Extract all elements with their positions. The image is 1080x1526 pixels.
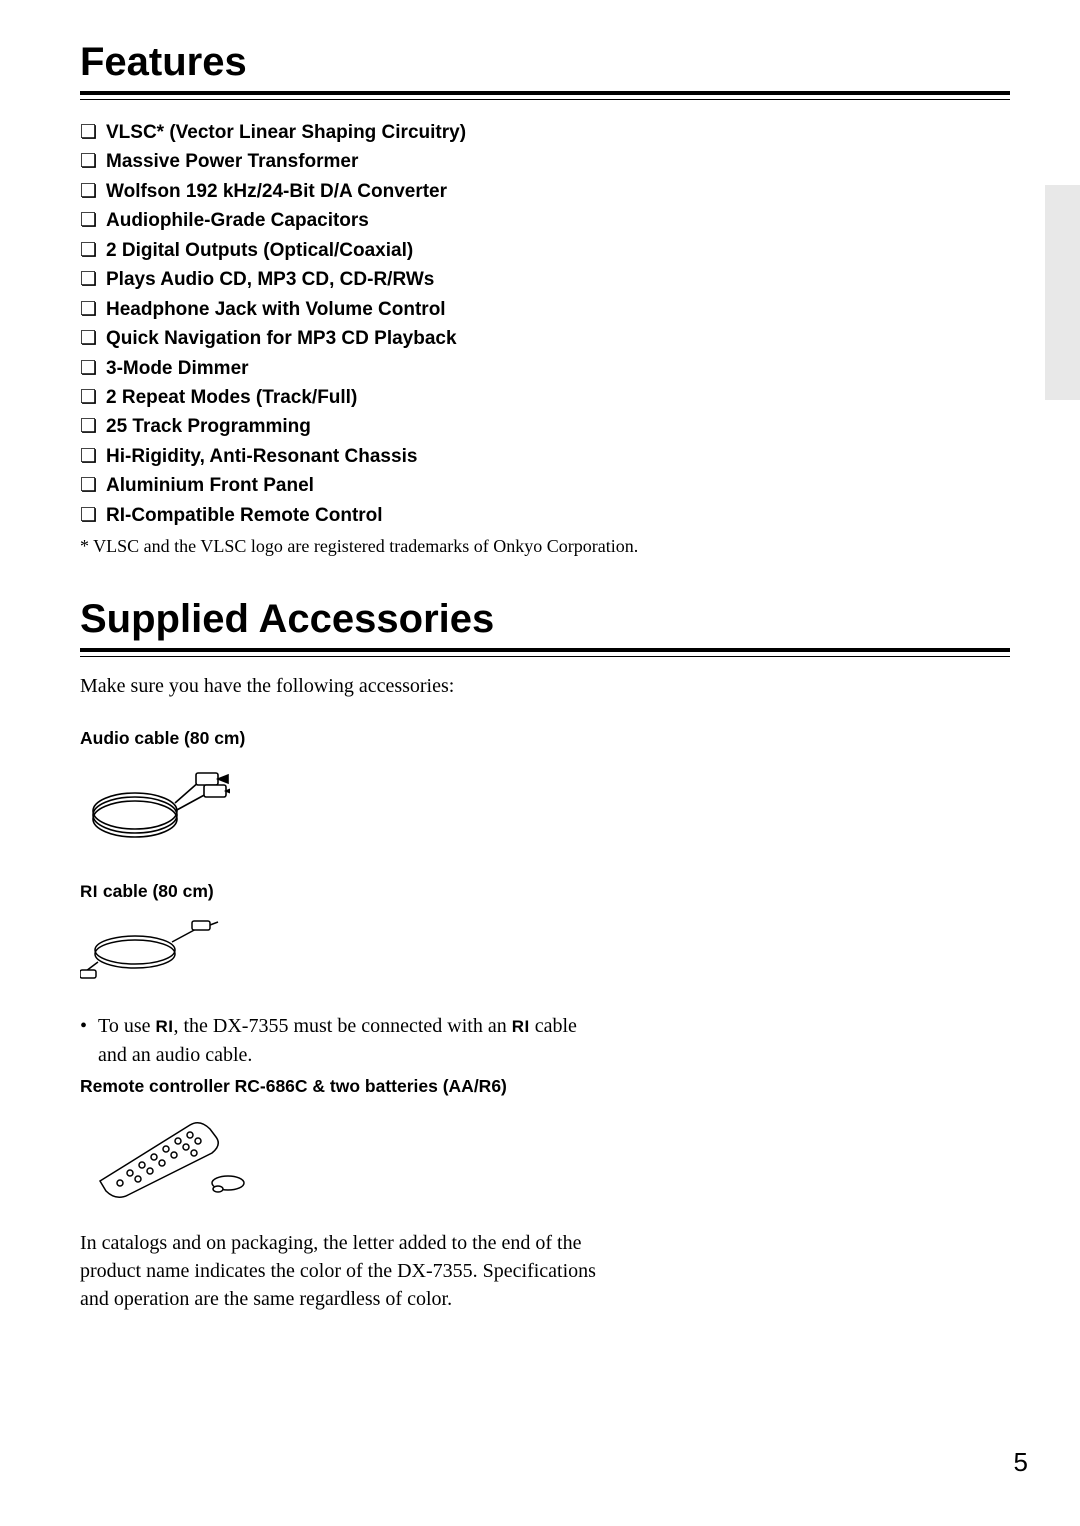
feature-item: Wolfson 192 kHz/24-Bit D/A Converter [80,177,1010,206]
ri-cable-label: RI cable (80 cm) [80,881,600,902]
rule-heavy [80,648,1010,652]
feature-item: Aluminium Front Panel [80,471,1010,500]
features-list: VLSC* (Vector Linear Shaping Circuitry) … [80,118,1010,530]
footnote: * VLSC and the VLSC logo are registered … [80,536,1010,557]
feature-item: 2 Digital Outputs (Optical/Coaxial) [80,236,1010,265]
features-heading: Features [80,40,1010,85]
feature-item: Massive Power Transformer [80,147,1010,176]
ri-note: To use RI, the DX-7355 must be connected… [80,1012,600,1070]
ri-symbol: RI [512,1017,530,1036]
remote-label: Remote controller RC-686C & two batterie… [80,1076,600,1097]
accessories-heading: Supplied Accessories [80,597,1010,642]
color-note: In catalogs and on packaging, the letter… [80,1229,600,1313]
feature-item: RI-Compatible Remote Control [80,501,1010,530]
feature-item: VLSC* (Vector Linear Shaping Circuitry) [80,118,1010,147]
remote-icon [80,1111,250,1201]
feature-item: 3-Mode Dimmer [80,354,1010,383]
accessories-intro: Make sure you have the following accesso… [80,675,600,698]
feature-item: Hi-Rigidity, Anti-Resonant Chassis [80,442,1010,471]
ri-symbol: RI [80,882,98,901]
feature-item: Headphone Jack with Volume Control [80,295,1010,324]
feature-item: Plays Audio CD, MP3 CD, CD-R/RWs [80,265,1010,294]
ri-symbol: RI [155,1017,173,1036]
page-number: 5 [1014,1447,1028,1478]
feature-item: 2 Repeat Modes (Track/Full) [80,383,1010,412]
feature-item: 25 Track Programming [80,412,1010,441]
rule-thin [80,99,1010,100]
feature-item: Audiophile-Grade Capacitors [80,206,1010,235]
ri-cable-icon [80,916,220,984]
side-tab [1045,185,1080,400]
audio-cable-icon [80,763,230,853]
feature-item: Quick Navigation for MP3 CD Playback [80,324,1010,353]
rule-heavy [80,91,1010,95]
rule-thin [80,656,1010,657]
audio-cable-label: Audio cable (80 cm) [80,728,600,749]
